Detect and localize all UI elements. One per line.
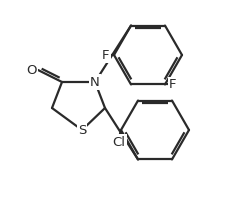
Text: Cl: Cl: [112, 135, 125, 149]
Text: F: F: [168, 78, 176, 91]
Text: F: F: [102, 49, 109, 61]
Text: S: S: [77, 123, 86, 137]
Text: N: N: [90, 76, 99, 89]
Text: O: O: [27, 64, 37, 76]
